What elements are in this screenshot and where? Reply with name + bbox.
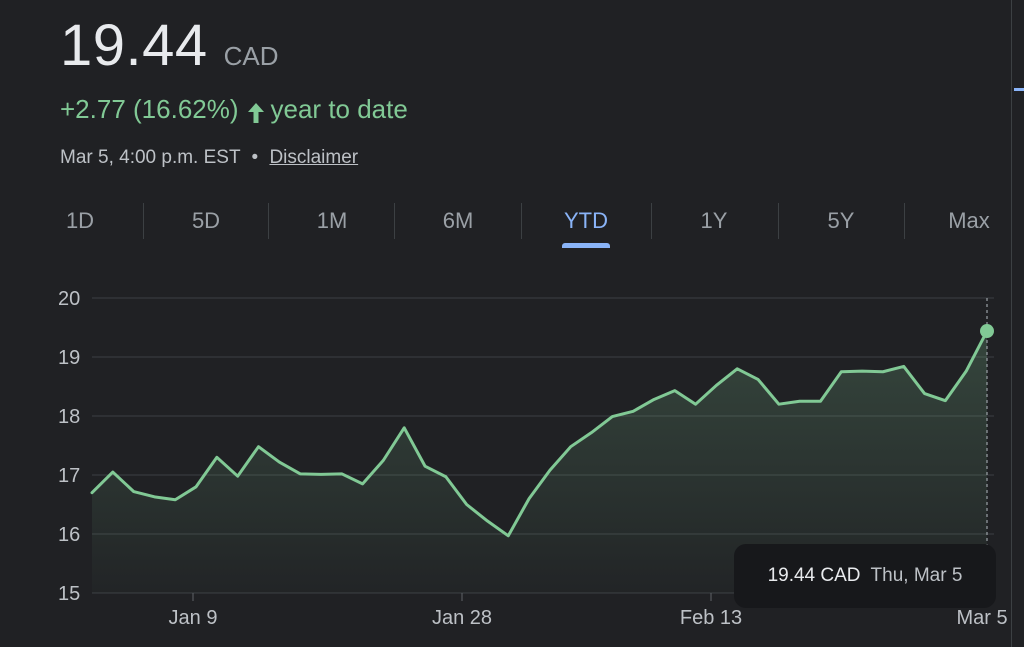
tab-divider: [521, 203, 522, 239]
period-label: year to date: [270, 94, 408, 124]
tab-divider: [778, 203, 779, 239]
tab-divider: [268, 203, 269, 239]
arrow-up-icon: [247, 100, 265, 123]
tooltip-value: 19.44 CAD: [767, 565, 861, 586]
quote-header: 19.44 CAD: [60, 12, 279, 79]
tab-5d[interactable]: 5D: [191, 208, 221, 233]
tab-1y[interactable]: 1Y: [700, 208, 728, 233]
disclaimer-link[interactable]: Disclaimer: [269, 147, 359, 168]
tab-1d[interactable]: 1D: [65, 208, 95, 233]
tab-divider: [394, 203, 395, 239]
y-tick-label: 17: [58, 465, 80, 487]
y-tick-label: 15: [58, 583, 80, 605]
currency-label: CAD: [223, 41, 279, 71]
last-point-marker: [980, 324, 994, 339]
price-line: [90, 329, 989, 538]
x-tick-label: Mar 5: [956, 607, 1007, 629]
range-tabs: 1D 5D 1M 6M YTD 1Y 5Y Max: [0, 202, 1024, 248]
side-panel-edge: [1011, 0, 1024, 647]
tab-max[interactable]: Max: [948, 208, 990, 233]
tab-ytd[interactable]: YTD: [564, 208, 608, 233]
y-tick-label: 20: [58, 288, 80, 310]
price-chart[interactable]: 15 16 17 18 19 20 Jan 9 Jan 28 Feb 13 Mar 5: [0, 280, 1010, 647]
chart-tooltip: 19.44 CAD Thu, Mar 5: [734, 544, 996, 608]
tab-divider: [904, 203, 905, 239]
side-panel-indicator: [1014, 88, 1024, 91]
current-price: 19.44: [60, 13, 208, 78]
y-tick-label: 19: [58, 347, 80, 369]
x-tick-label: Feb 13: [680, 607, 742, 629]
y-tick-label: 18: [58, 406, 80, 428]
price-change: +2.77 (16.62%) year to date: [60, 94, 408, 125]
separator-dot: •: [251, 147, 259, 168]
timestamp: Mar 5, 4:00 p.m. EST: [60, 147, 241, 168]
tab-divider: [143, 203, 144, 239]
price-area: [92, 331, 987, 593]
x-tick-label: Jan 9: [169, 607, 218, 629]
y-tick-label: 16: [58, 524, 80, 546]
tab-1m[interactable]: 1M: [316, 208, 348, 233]
tab-5y[interactable]: 5Y: [827, 208, 855, 233]
change-value: +2.77 (16.62%): [60, 94, 239, 124]
tooltip-date: Thu, Mar 5: [870, 565, 963, 586]
tab-divider: [651, 203, 652, 239]
quote-meta: Mar 5, 4:00 p.m. EST • Disclaimer: [60, 147, 358, 169]
x-tick-label: Jan 28: [432, 607, 492, 629]
active-tab-indicator: [562, 243, 610, 248]
tab-6m[interactable]: 6M: [442, 208, 474, 233]
